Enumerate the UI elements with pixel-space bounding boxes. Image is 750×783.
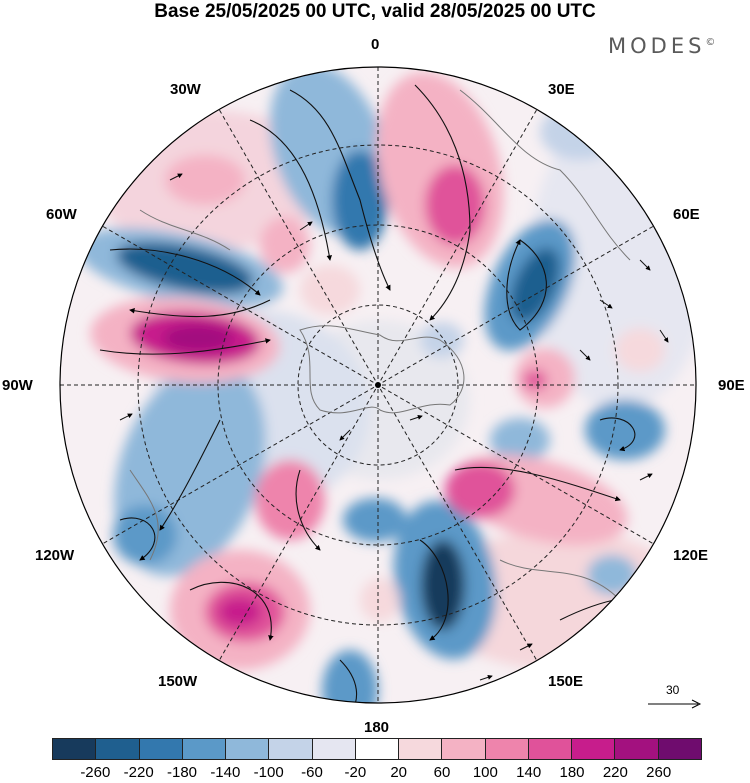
legend-swatch (226, 739, 270, 759)
legend-tick-label: -260 (80, 764, 111, 781)
legend-swatch (355, 739, 400, 759)
lon-label-30e: 30E (548, 81, 575, 98)
legend-tick-label: 100 (472, 764, 498, 781)
legend-tick-label: -100 (253, 764, 284, 781)
lon-label-90e: 90E (718, 377, 745, 394)
legend-tick-label: 260 (646, 764, 672, 781)
legend-swatch (182, 739, 227, 759)
lon-label-150e: 150E (548, 673, 584, 690)
legend-tick-label: 140 (516, 764, 542, 781)
reference-vector-label: 30 (666, 683, 680, 697)
legend-swatch (269, 739, 313, 759)
legend-tick-label: 20 (390, 764, 407, 781)
lon-label-60w: 60W (46, 206, 77, 223)
color-legend (52, 738, 702, 760)
lon-label-0: 0 (371, 36, 380, 53)
north-pole-marker (375, 382, 381, 388)
legend-tick-label: -60 (301, 764, 323, 781)
reference-vector-arrow (648, 699, 702, 709)
legend-swatch (485, 739, 529, 759)
legend-swatch (399, 739, 443, 759)
legend-swatch (96, 739, 140, 759)
lon-label-150w: 150W (158, 673, 198, 690)
map-title: Base 25/05/2025 00 UTC, valid 28/05/2025… (154, 1, 596, 22)
lon-label-180: 180 (364, 719, 390, 736)
field-layer (60, 67, 696, 703)
legend-tick-label: -220 (123, 764, 154, 781)
anomaly-shading (77, 67, 696, 703)
legend-swatch (615, 739, 659, 759)
legend-tick-label: -20 (344, 764, 367, 781)
legend-tick-label: -140 (210, 764, 241, 781)
legend-swatch (139, 739, 183, 759)
legend-swatch (658, 739, 701, 759)
legend-swatch (528, 739, 573, 759)
brand-mark: © (705, 37, 716, 48)
lon-label-90w: 90W (2, 377, 33, 394)
legend-swatch (312, 739, 356, 759)
legend-tick-label: 60 (433, 764, 451, 781)
legend-tick-label: 220 (602, 764, 628, 781)
legend-tick-label: -180 (166, 764, 198, 781)
legend-tick-label: 180 (559, 764, 585, 781)
streamlines (99, 84, 681, 703)
lon-label-120w: 120W (35, 547, 75, 564)
legend-ticks: -260 -220 -180 -140 -100 -60 -20 20 60 100 140 180 2… (52, 764, 702, 782)
brand-logo: MODES© (608, 34, 715, 58)
wind-vectors (119, 173, 669, 686)
legend-swatch (572, 739, 616, 759)
legend-swatch (442, 739, 486, 759)
lon-label-30w: 30W (170, 81, 201, 98)
lon-label-120e: 120E (673, 547, 709, 564)
brand-name: MODES (608, 34, 706, 58)
legend-swatch (53, 739, 97, 759)
lon-label-60e: 60E (673, 206, 700, 223)
map-boundary (59, 66, 697, 704)
